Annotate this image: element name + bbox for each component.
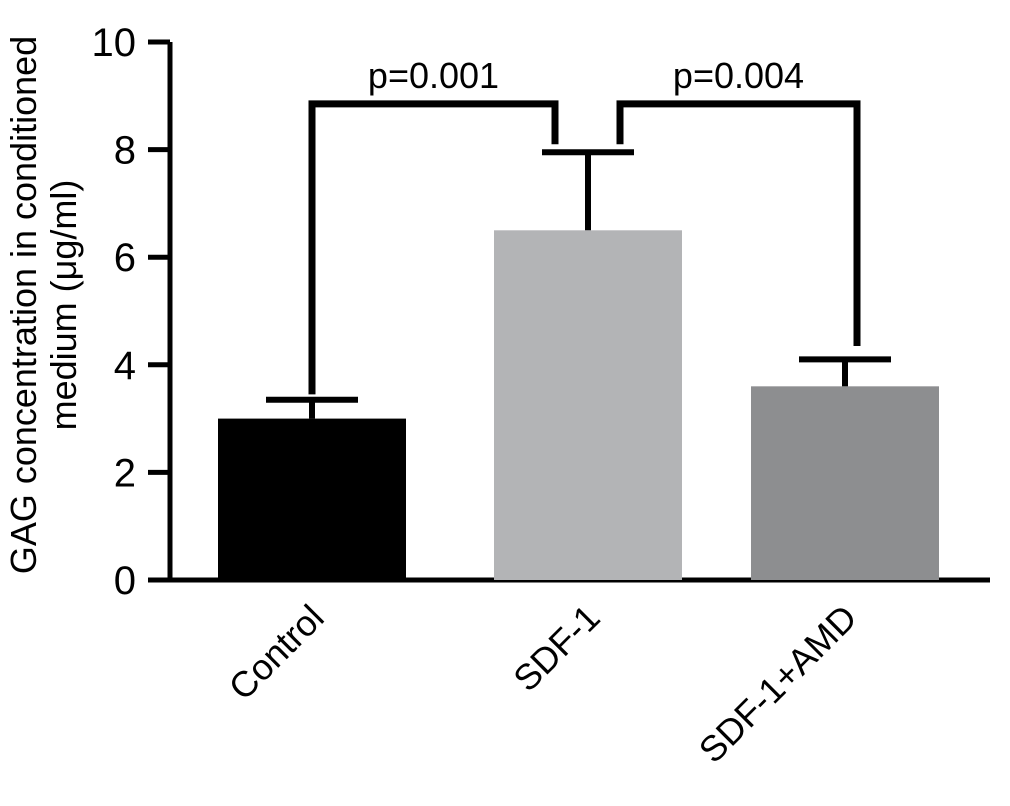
x-tick-label: SDF-1+AMD [691,597,865,771]
bar-sdf-1-amd [751,386,939,580]
y-tick-label: 2 [114,451,136,495]
bar-sdf-1 [494,230,682,581]
y-tick-label: 10 [92,21,137,65]
y-tick-label: 8 [114,129,136,173]
significance-bracket [308,100,559,395]
y-tick-label: 6 [114,236,136,280]
significance-label: p=0.004 [673,55,804,96]
y-axis-title-line: GAG concentration in conditioned [3,36,44,574]
bar-control [218,418,406,580]
significance-bracket [616,100,861,346]
significance-label: p=0.001 [368,55,499,96]
y-tick-label: 0 [114,559,136,603]
y-axis-title-line: medium (μg/ml) [43,180,84,431]
y-tick-label: 4 [114,344,136,388]
x-tick-label: Control [221,597,332,708]
x-tick-label: SDF-1 [505,597,608,700]
